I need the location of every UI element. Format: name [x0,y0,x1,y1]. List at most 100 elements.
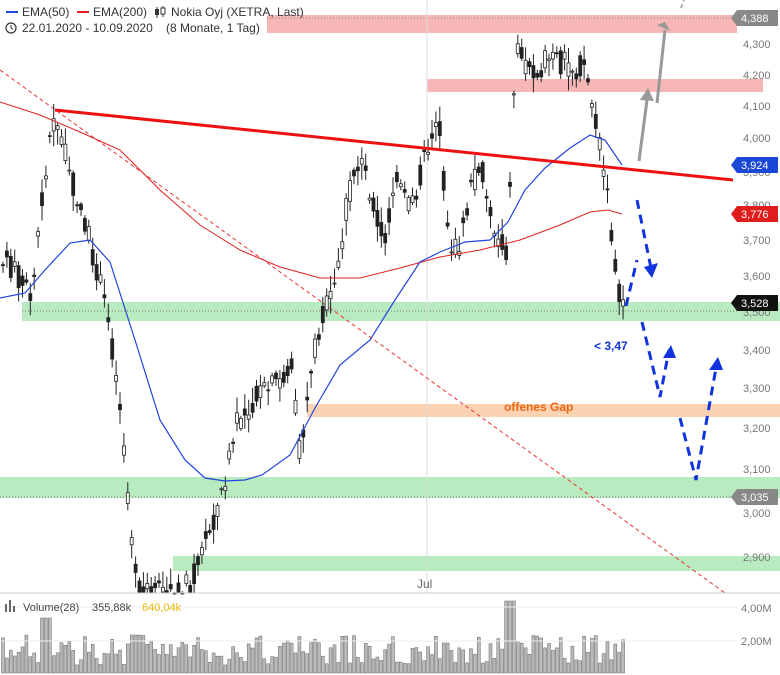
volume-bar [192,645,196,674]
candle [590,99,594,118]
candle [387,196,392,236]
volume-bar [492,657,497,674]
price-tick-label: 4,100 [743,101,771,113]
candle [535,69,540,81]
arrow-blue-path-3 [678,367,718,481]
volume-bar [590,638,594,674]
volume-bar [243,661,247,674]
volume-bar [200,649,204,674]
volume-bar [168,644,173,674]
price-tag-label: 4,388 [741,13,769,25]
volume-bar [278,646,282,674]
candle [391,177,395,208]
volume-bar [621,639,625,674]
volume-bar [106,653,111,674]
candle [254,379,259,407]
volume-average: 640,04k [142,602,182,614]
candle [242,394,247,429]
volume-bar [555,647,559,674]
volume-bar [535,635,540,674]
candle [32,267,37,290]
candle [430,119,434,150]
volume-bar [176,647,181,674]
volume-bar [110,639,114,674]
volume-bar [87,651,91,674]
candle [40,179,44,221]
volume-bar [508,600,512,674]
candle [211,503,216,544]
candle [348,171,353,212]
candle [359,147,364,180]
volume-bar [211,652,216,674]
candle [558,46,563,79]
volume-bar [399,661,403,674]
candle [305,381,310,413]
volume-bar [317,642,321,674]
candle [469,173,473,187]
candle [527,57,532,75]
gap-zone [307,404,780,417]
price-tick-label: 4,200 [743,70,771,82]
volume-bars [1,600,625,674]
volume-bar [519,642,524,674]
x-axis-month-jul: Jul [417,577,432,591]
price-tick-label: 3,100 [743,464,771,476]
volume-bar [153,649,157,674]
volume-bar [617,651,621,674]
candle [83,215,87,235]
volume-bar [328,647,333,674]
volume-bar [469,648,473,674]
candle [445,210,450,230]
volume-bar [40,617,44,674]
candle [238,415,243,431]
volume-bar [293,652,298,674]
volume-bar [309,642,313,674]
candle [114,360,118,395]
volume-bar [438,658,442,674]
candle [324,288,329,317]
volume-bar [55,652,60,674]
arrow-blue-head-1 [644,263,658,278]
candle [102,279,107,308]
volume-bar [51,655,56,674]
volume-bar [262,658,267,674]
candle [8,248,13,283]
candle [597,132,602,161]
candle [433,111,438,142]
price-tick-label: 3,600 [743,271,771,283]
volume-bar [356,657,360,674]
volume-bar [321,655,325,674]
volume-bar [410,648,415,674]
candle [355,156,360,186]
volume-bar [250,647,255,674]
candle [613,249,618,275]
volume-bar [172,655,177,674]
volume-bar [231,646,235,674]
price-tag-label: 3,528 [741,298,769,310]
candle [59,129,64,148]
volume-bar [473,654,477,674]
volume-bar [379,659,384,674]
volume-bar [235,652,239,674]
gap-label: offenes Gap [504,400,573,414]
volume-bar [223,664,228,674]
volume-bar [453,662,458,674]
price-tag: 3,035 [731,489,778,505]
volume-bar [383,649,387,674]
volume-bar [98,664,103,674]
candle [531,54,536,93]
price-tick-label: 3,200 [743,423,771,435]
volume-bar [500,648,504,674]
volume-legend: Volume(28) 355,88k 640,04k [5,600,182,614]
volume-bar [543,647,547,674]
candle [12,249,17,273]
volume-bar [285,640,290,674]
arrow-blue-head-3 [709,357,723,370]
candle [578,51,583,83]
volume-bar [566,662,571,674]
volume-bar [422,660,426,674]
volume-bar [445,642,450,674]
candle [574,67,579,88]
candle [394,165,399,189]
